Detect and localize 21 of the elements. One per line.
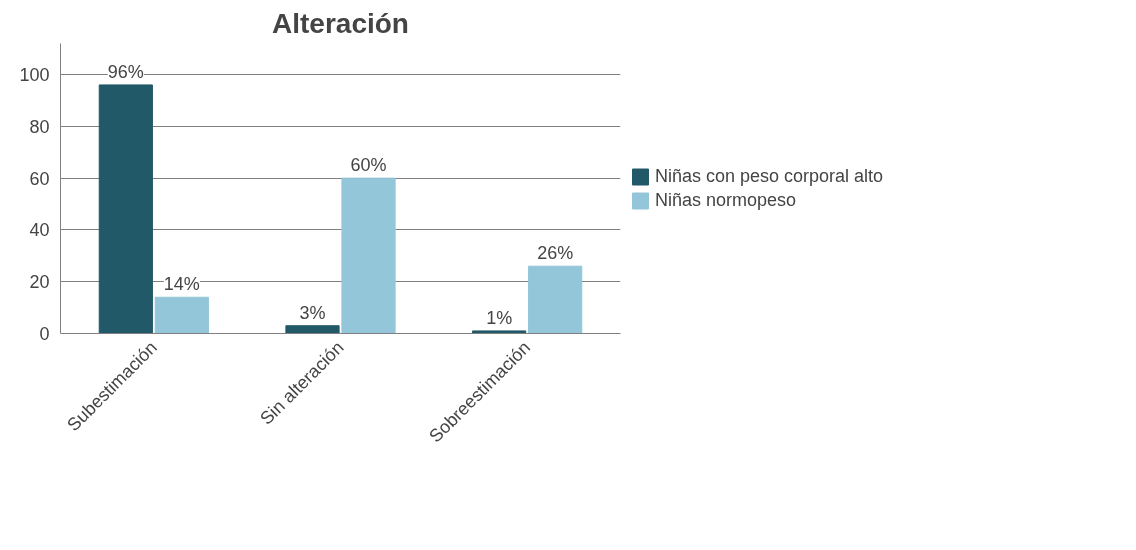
y-tick-label: 80 (29, 116, 50, 137)
legend-label: Niñas normopeso (655, 189, 797, 211)
y-tick-label: 0 (39, 324, 50, 344)
bar (154, 296, 209, 334)
y-tick-label: 20 (29, 272, 50, 293)
legend-label: Niñas con peso corporal alto (655, 165, 884, 187)
bar (285, 325, 340, 334)
bar (528, 265, 583, 334)
data-label: 1% (486, 307, 513, 328)
bar (341, 177, 396, 334)
y-tick-label: 60 (29, 168, 50, 189)
y-tick-label: 40 (29, 220, 50, 241)
chart-title: Alteración (272, 7, 409, 39)
y-tick-label: 100 (19, 65, 50, 86)
data-label: 14% (163, 274, 200, 295)
data-label: 26% (537, 243, 574, 264)
data-label: 3% (299, 302, 326, 323)
data-label: 96% (107, 61, 144, 82)
bar (472, 330, 527, 334)
bar (98, 84, 153, 334)
data-label: 60% (350, 155, 387, 176)
